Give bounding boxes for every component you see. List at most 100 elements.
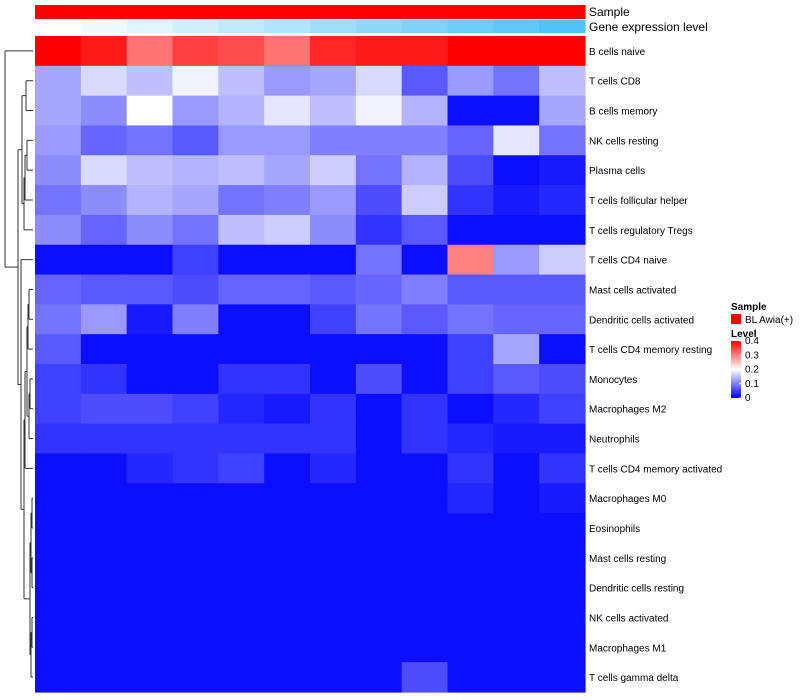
heatmap-cell — [172, 393, 219, 425]
heatmap-cell — [539, 95, 586, 127]
heatmap-cell — [35, 602, 82, 633]
heatmap-cell — [264, 364, 311, 395]
row-label: T cells CD4 memory resting — [589, 345, 712, 356]
sample-annotation-cell — [80, 5, 128, 19]
heatmap-cell — [539, 244, 586, 276]
heatmap-cell — [493, 304, 540, 335]
heatmap-cell — [355, 632, 403, 663]
heatmap-cell — [447, 662, 494, 693]
gene-expression-annotation-cell — [264, 20, 311, 33]
heatmap-cell — [80, 364, 128, 395]
heatmap-cell — [264, 632, 311, 663]
heatmap-cell — [126, 483, 174, 514]
heatmap-cell — [80, 513, 128, 544]
heatmap-cell — [218, 513, 265, 544]
heatmap-cell — [35, 214, 82, 246]
heatmap-cell — [264, 602, 311, 633]
gene-expression-annotation-cell — [218, 20, 265, 33]
heatmap-cell — [310, 334, 357, 365]
gene-expression-annotation-label: Gene expression level — [589, 20, 708, 34]
heatmap-cell — [218, 483, 265, 514]
heatmap-cell — [310, 632, 357, 663]
heatmap-cell — [80, 244, 128, 276]
heatmap-cell — [35, 513, 82, 544]
heatmap-cell — [539, 393, 586, 425]
heatmap-cell — [35, 572, 82, 604]
heatmap-cell — [401, 423, 449, 455]
heatmap-cell — [539, 572, 586, 604]
gene-expression-annotation-track — [35, 20, 586, 33]
heatmap-cell — [264, 393, 311, 425]
row-label: T cells CD4 memory activated — [589, 464, 722, 475]
heatmap-cell — [35, 662, 82, 693]
heatmap-cell — [126, 423, 174, 455]
heatmap-cell — [264, 244, 311, 276]
heatmap-cell — [80, 185, 128, 216]
heatmap-cell — [35, 65, 82, 97]
legend-tick-label: 0.2 — [745, 365, 759, 376]
heatmap-cell — [447, 453, 494, 484]
gene-expression-annotation-cell — [493, 20, 540, 33]
heatmap-cell — [310, 125, 357, 156]
row-label: NK cells activated — [589, 613, 668, 624]
heatmap-cell — [493, 542, 540, 574]
heatmap-cell — [310, 602, 357, 633]
row-label: Plasma cells — [589, 166, 645, 177]
heatmap-cell — [447, 632, 494, 663]
heatmap-cells — [35, 36, 586, 693]
heatmap-cell — [355, 393, 403, 425]
heatmap-cell — [264, 483, 311, 514]
heatmap-cell — [447, 423, 494, 455]
row-label: T cells CD8 — [589, 77, 641, 88]
heatmap-cell — [539, 65, 586, 97]
heatmap-cell — [218, 364, 265, 395]
heatmap-cell — [80, 36, 128, 67]
heatmap-cell — [401, 393, 449, 425]
heatmap-cell — [310, 36, 357, 67]
sample-annotation-track — [35, 5, 586, 19]
heatmap-cell — [218, 602, 265, 633]
legend-sample-swatch — [731, 314, 741, 324]
heatmap-cell — [401, 542, 449, 574]
heatmap-cell — [172, 244, 219, 276]
heatmap-cell — [493, 244, 540, 276]
heatmap-cell — [80, 572, 128, 604]
heatmap-cell — [539, 453, 586, 484]
sample-annotation-label: Sample — [589, 5, 630, 19]
heatmap-cell — [172, 572, 219, 604]
heatmap-cell — [126, 572, 174, 604]
heatmap-cell — [126, 36, 174, 67]
heatmap-cell — [80, 662, 128, 693]
sample-annotation-cell — [35, 5, 82, 19]
heatmap-cell — [172, 125, 219, 156]
heatmap-cell — [172, 155, 219, 186]
heatmap-cell — [172, 364, 219, 395]
heatmap-cell — [264, 453, 311, 484]
heatmap-cell — [539, 334, 586, 365]
row-label: NK cells resting — [589, 136, 658, 147]
sample-annotation-cell — [539, 5, 586, 19]
gene-expression-annotation-cell — [539, 20, 586, 33]
heatmap-cell — [447, 95, 494, 127]
heatmap-cell — [539, 214, 586, 246]
heatmap-cell — [310, 572, 357, 604]
heatmap-cell — [401, 244, 449, 276]
sample-annotation-cell — [447, 5, 494, 19]
sample-annotation-cell — [493, 5, 540, 19]
heatmap-cell — [310, 542, 357, 574]
heatmap-cell — [35, 274, 82, 305]
heatmap-cell — [539, 542, 586, 574]
heatmap-cell — [539, 632, 586, 663]
heatmap-cell — [264, 214, 311, 246]
heatmap-cell — [172, 95, 219, 127]
heatmap-cell — [401, 513, 449, 544]
heatmap-cell — [493, 185, 540, 216]
heatmap-cell — [80, 602, 128, 633]
heatmap-cell — [401, 36, 449, 67]
heatmap-cell — [401, 65, 449, 97]
heatmap-cell — [401, 662, 449, 693]
heatmap-cell — [310, 65, 357, 97]
heatmap-cell — [218, 65, 265, 97]
row-label: T cells gamma delta — [589, 673, 679, 684]
heatmap-cell — [401, 602, 449, 633]
